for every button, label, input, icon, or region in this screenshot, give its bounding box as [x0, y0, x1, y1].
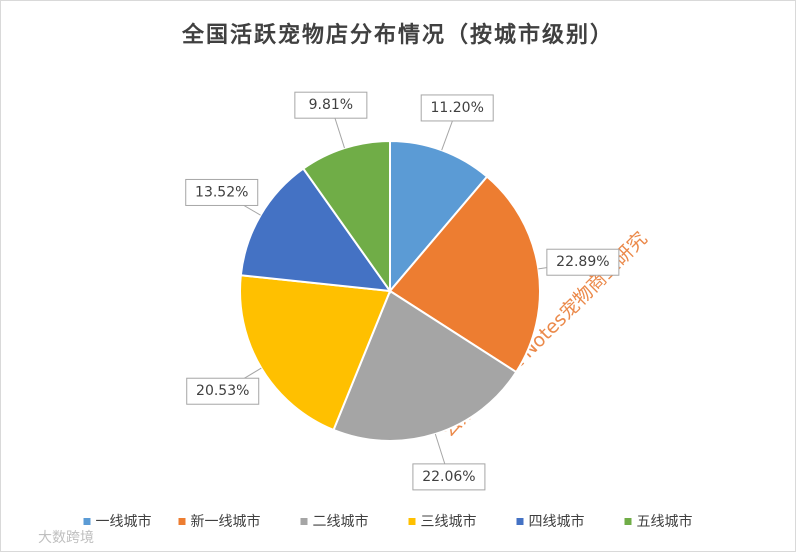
pie-slice: [389, 139, 489, 294]
legend-swatch: [408, 518, 416, 525]
label-box: [186, 377, 260, 405]
label-box: [294, 91, 368, 119]
data-label: 13.52%: [195, 184, 248, 200]
legend-label: 五线城市: [637, 513, 693, 530]
data-label: 22.06%: [422, 469, 475, 485]
legend-label: 三线城市: [421, 513, 477, 530]
pie-slice: [388, 175, 541, 374]
legend-label: 二线城市: [313, 513, 369, 530]
legend-label: 一线城市: [96, 513, 152, 530]
pie-slice: [332, 289, 518, 442]
data-label: 22.89%: [556, 254, 609, 270]
pie-slice: [239, 274, 392, 432]
legend-label: 新一线城市: [191, 513, 261, 530]
data-label: 20.53%: [196, 383, 249, 399]
legend-label: 四线城市: [529, 513, 585, 530]
legend-swatch: [178, 518, 186, 525]
label-box: [412, 463, 486, 491]
pie-slice: [239, 167, 393, 293]
legend-swatch: [300, 518, 308, 525]
data-label: 9.81%: [309, 97, 353, 113]
chart-title: 全国活跃宠物店分布情况（按城市级别）: [181, 22, 614, 48]
legend-swatch: [83, 518, 91, 525]
watermark: 大数跨境: [38, 530, 94, 546]
legend-swatch: [516, 518, 524, 525]
legend-swatch: [624, 518, 632, 525]
label-box: [546, 248, 620, 276]
label-box: [420, 94, 494, 122]
data-label: 11.20%: [431, 100, 484, 116]
label-box: [185, 178, 259, 206]
